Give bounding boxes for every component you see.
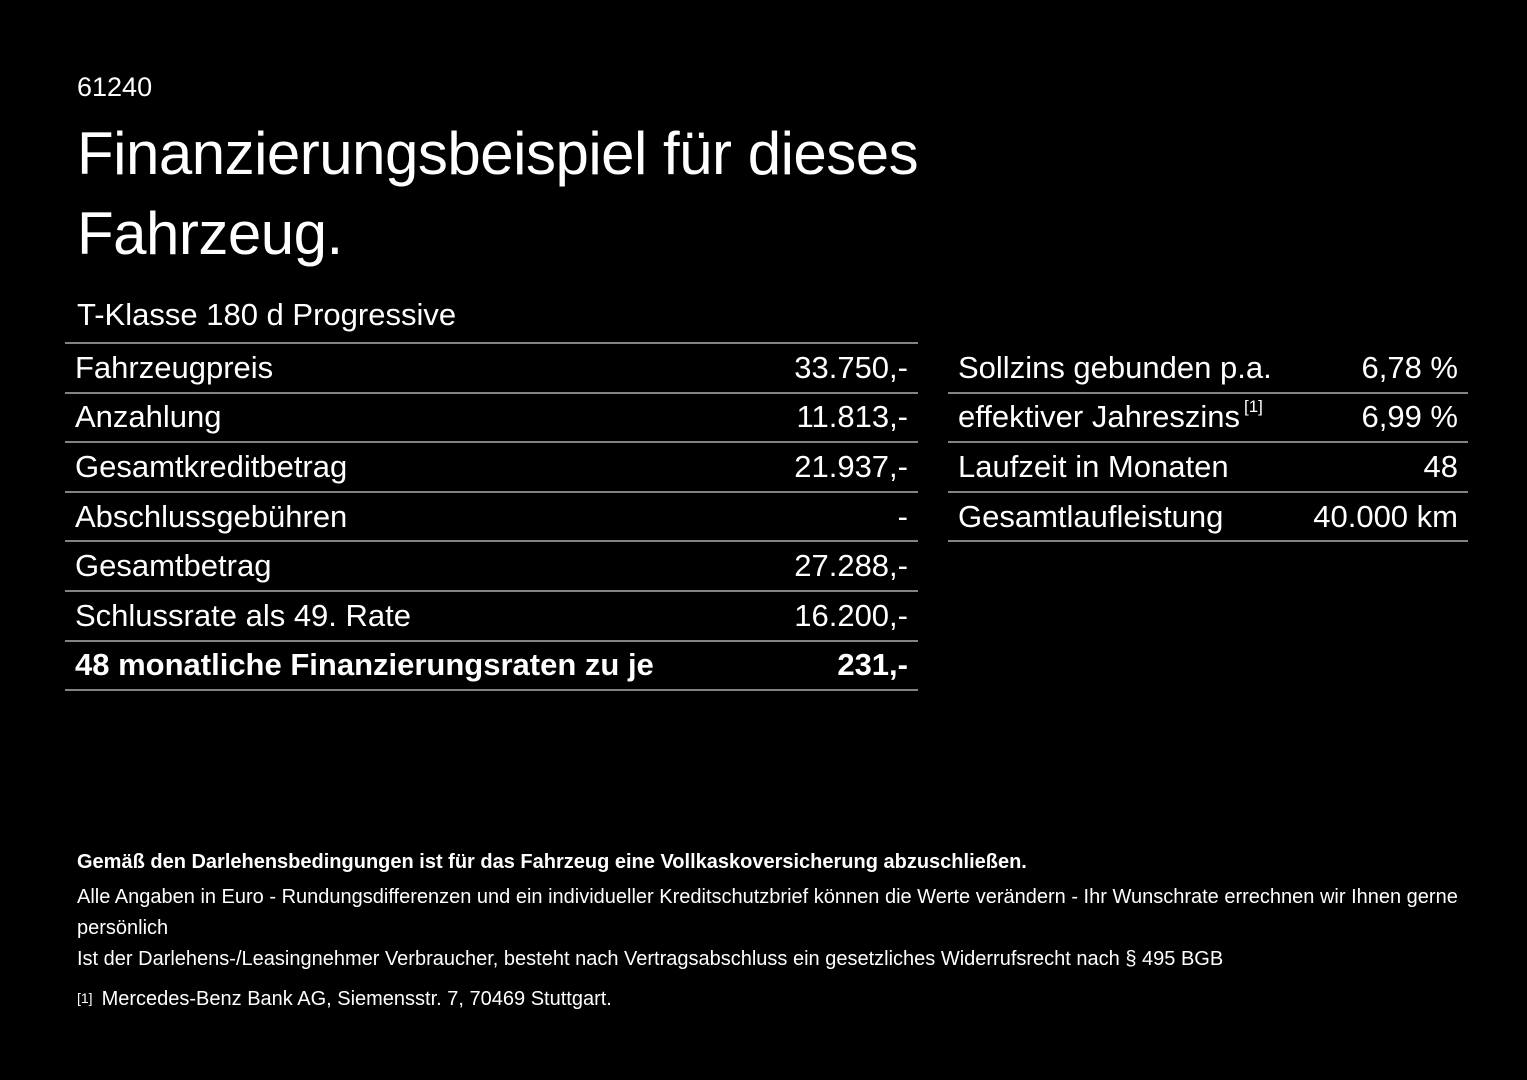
footnote-ref: [1] [1244, 397, 1263, 417]
row-label: Anzahlung [75, 399, 222, 435]
row-value: - [897, 498, 908, 534]
withdrawal-note: Ist der Darlehens-/Leasingnehmer Verbrau… [77, 948, 1224, 970]
footnote: [1] Mercedes-Benz Bank AG, Siemensstr. 7,… [77, 986, 1467, 1012]
row-value: 6,78 % [1361, 349, 1458, 385]
page-title: Finanzierungsbeispiel für dieses Fahrzeug… [77, 114, 919, 274]
legal-notes: Gemäß den Darlehensbedingungen ist für d… [77, 848, 1467, 1012]
footnote-text: Mercedes-Benz Bank AG, Siemensstr. 7, 70… [101, 988, 612, 1010]
row-value: 27.288,- [794, 548, 908, 584]
table-row: Sollzins gebunden p.a. 6,78 % [948, 344, 1468, 394]
row-label: Laufzeit in Monaten [958, 448, 1229, 484]
table-row: Anzahlung 11.813,- [65, 394, 918, 444]
table-row: Abschlussgebühren - [65, 493, 918, 543]
table-row: Gesamtkreditbetrag 21.937,- [65, 443, 918, 493]
row-label: Schlussrate als 49. Rate [75, 597, 412, 633]
footnote-marker: [1] [77, 990, 93, 1006]
table-row: Schlussrate als 49. Rate 16.200,- [65, 592, 918, 642]
row-value: 40.000 km [1313, 498, 1458, 534]
row-label: Sollzins gebunden p.a. [958, 349, 1272, 385]
row-value: 33.750,- [794, 349, 908, 385]
row-value: 16.200,- [794, 597, 908, 633]
finance-table: Fahrzeugpreis 33.750,- Anzahlung 11.813,… [65, 342, 918, 692]
table-row: Fahrzeugpreis 33.750,- [65, 344, 918, 394]
vehicle-model: T-Klasse 180 d Progressive [77, 297, 457, 332]
rounding-note: Alle Angaben in Euro - Rundungsdifferenz… [77, 886, 1458, 939]
row-label: Abschlussgebühren [75, 498, 348, 534]
conditions-table: Sollzins gebunden p.a. 6,78 % effektiver… [948, 342, 1468, 543]
table-row-monthly-rate: 48 monatliche Finanzierungsraten zu je 2… [65, 642, 918, 692]
row-value: 21.937,- [794, 448, 908, 484]
row-value: 11.813,- [796, 399, 908, 435]
row-label: Gesamtkreditbetrag [75, 448, 348, 484]
row-label: effektiver Jahreszins [1] [958, 397, 1263, 435]
row-label: 48 monatliche Finanzierungsraten zu je [75, 647, 654, 683]
row-label: Gesamtlaufleistung [958, 498, 1224, 534]
page-title-line2: Fahrzeug. [77, 200, 343, 267]
row-value: 231,- [837, 647, 908, 683]
doc-code: 61240 [77, 72, 153, 102]
row-label: Fahrzeugpreis [75, 349, 274, 385]
table-row: Gesamtlaufleistung 40.000 km [948, 493, 1468, 543]
row-value: 6,99 % [1361, 399, 1458, 435]
row-label-text: effektiver Jahreszins [958, 399, 1240, 435]
page-title-line1: Finanzierungsbeispiel für dieses [77, 120, 919, 187]
table-row: Laufzeit in Monaten 48 [948, 443, 1468, 493]
insurance-note: Gemäß den Darlehensbedingungen ist für d… [77, 851, 1027, 873]
row-value: 48 [1423, 448, 1458, 484]
table-row: Gesamtbetrag 27.288,- [65, 542, 918, 592]
row-label: Gesamtbetrag [75, 548, 272, 584]
table-row: effektiver Jahreszins [1] 6,99 % [948, 394, 1468, 444]
